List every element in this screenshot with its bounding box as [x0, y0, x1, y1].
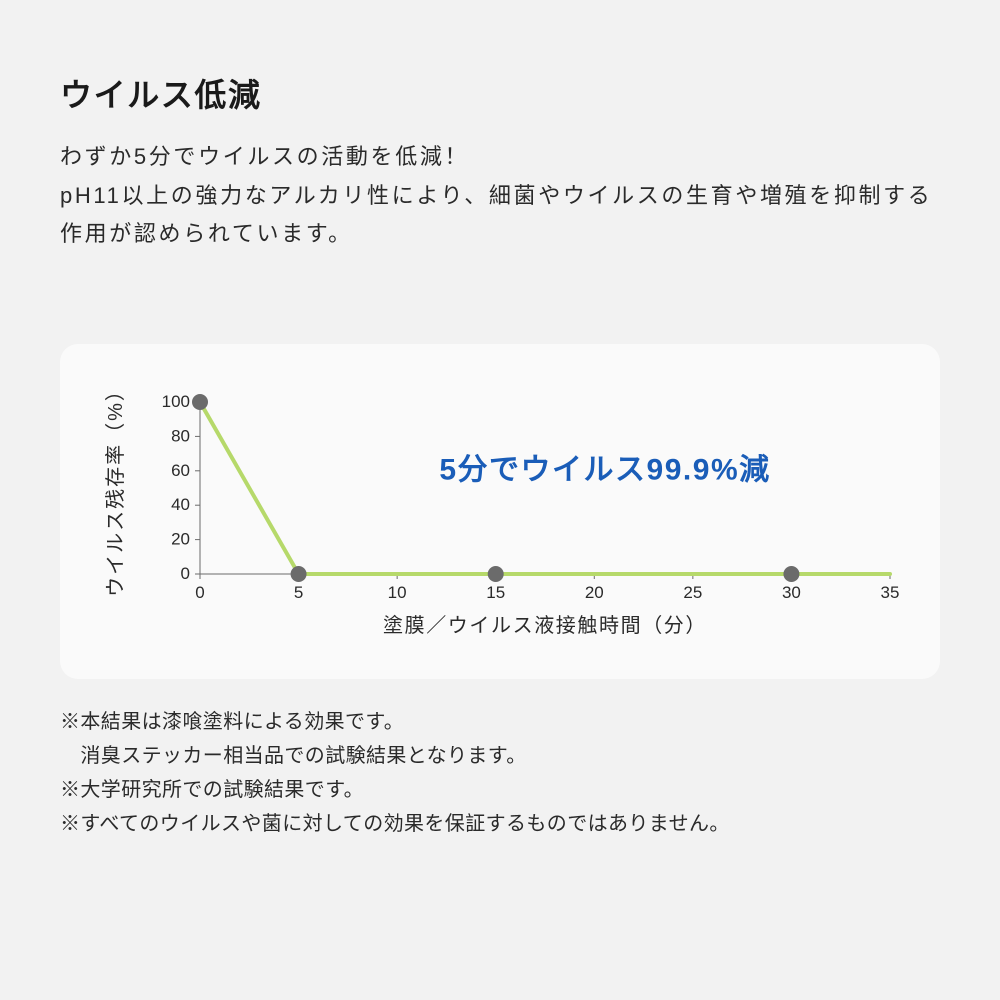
section-description: わずか5分でウイルスの活動を低減！pH11以上の強力なアルカリ性により、細菌やウ…	[60, 138, 940, 254]
svg-text:0: 0	[181, 564, 190, 583]
section-title: ウイルス低減	[60, 70, 940, 116]
svg-text:20: 20	[585, 583, 604, 602]
svg-text:ウイルス残存率（%）: ウイルス残存率（%）	[104, 384, 127, 597]
svg-text:40: 40	[171, 495, 190, 514]
svg-text:15: 15	[486, 583, 505, 602]
svg-text:20: 20	[171, 529, 190, 548]
svg-text:0: 0	[195, 583, 204, 602]
svg-text:5分でウイルス99.9%減: 5分でウイルス99.9%減	[439, 453, 770, 486]
chart-area: 0 20 40 60 80 100 0 5 10 15 20 25 30 35 ウイルス残存率（%） 塗膜／ウ…	[90, 384, 910, 649]
svg-text:10: 10	[388, 583, 407, 602]
footnotes: ※本結果は漆喰塗料による効果です。 消臭ステッカー相当品での試験結果となります。…	[60, 705, 940, 841]
svg-text:塗膜／ウイルス液接触時間（分）: 塗膜／ウイルス液接触時間（分）	[383, 614, 707, 637]
svg-text:100: 100	[162, 392, 190, 411]
svg-text:25: 25	[683, 583, 702, 602]
svg-text:30: 30	[782, 583, 801, 602]
chart-card: 0 20 40 60 80 100 0 5 10 15 20 25 30 35 ウイルス残存率（%） 塗膜／ウ…	[60, 344, 940, 679]
svg-text:80: 80	[171, 426, 190, 445]
svg-text:35: 35	[881, 583, 900, 602]
svg-text:5: 5	[294, 583, 303, 602]
svg-text:60: 60	[171, 460, 190, 479]
virus-reduction-chart: 0 20 40 60 80 100 0 5 10 15 20 25 30 35 ウイルス残存率（%） 塗膜／ウ…	[90, 384, 910, 644]
